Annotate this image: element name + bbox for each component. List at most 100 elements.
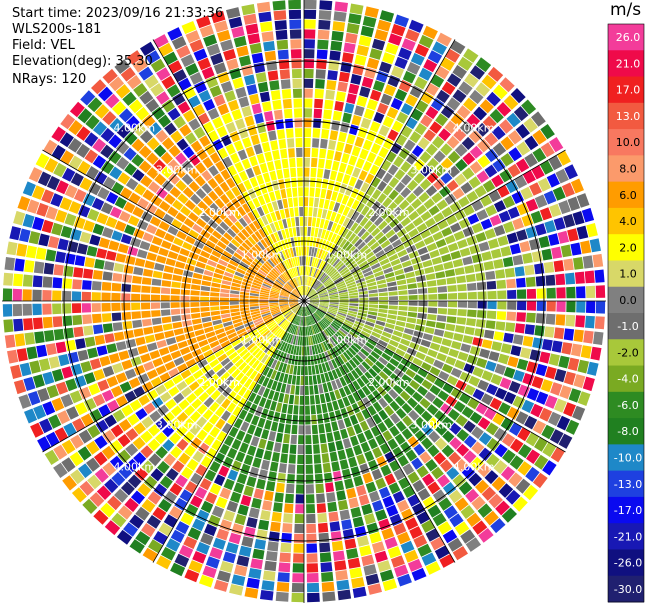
range-gate xyxy=(279,319,287,327)
azimuth-spoke xyxy=(303,300,456,563)
range-gate xyxy=(327,221,334,231)
range-gate xyxy=(138,145,152,159)
range-gate xyxy=(124,497,139,513)
range-gate xyxy=(236,268,246,275)
range-gate xyxy=(160,295,170,301)
range-gate xyxy=(267,471,277,482)
range-gate xyxy=(350,344,360,353)
range-gate xyxy=(437,390,449,402)
range-gate xyxy=(314,473,324,484)
range-gate xyxy=(335,570,348,581)
range-gate xyxy=(542,442,557,458)
range-gate xyxy=(484,329,495,340)
range-gate xyxy=(328,200,336,211)
range-gate xyxy=(377,312,388,318)
range-gate xyxy=(364,234,374,244)
range-gate xyxy=(170,295,180,301)
range-gate xyxy=(259,267,269,275)
range-gate xyxy=(318,10,332,20)
range-gate xyxy=(317,228,323,238)
range-gate xyxy=(144,334,156,344)
range-gate xyxy=(508,130,522,145)
range-gate xyxy=(460,343,471,353)
range-gate xyxy=(377,19,392,32)
range-gate xyxy=(194,486,208,499)
range-gate xyxy=(452,89,467,103)
range-gate xyxy=(37,387,50,402)
range-gate xyxy=(545,313,556,325)
range-gate xyxy=(433,164,446,177)
colorbar-segment xyxy=(608,102,644,130)
range-gate xyxy=(100,127,115,142)
range-gate xyxy=(297,177,303,187)
range-ring-label: 3.00km xyxy=(410,418,452,431)
colorbar-segment xyxy=(608,207,644,235)
range-gate xyxy=(450,250,462,260)
range-gate xyxy=(80,361,92,373)
range-gate xyxy=(179,124,192,137)
range-gate xyxy=(130,356,142,367)
range-gate xyxy=(272,326,281,335)
range-gate xyxy=(162,439,175,452)
range-gate xyxy=(327,501,338,512)
range-gate xyxy=(315,311,324,318)
range-gate xyxy=(576,225,589,240)
range-gate xyxy=(257,241,266,251)
range-gate xyxy=(557,150,571,166)
range-gate xyxy=(200,296,210,301)
range-gate xyxy=(277,278,285,285)
range-gate xyxy=(132,122,147,137)
range-gate xyxy=(550,382,563,396)
range-gate xyxy=(27,391,41,406)
range-gate xyxy=(478,528,494,543)
range-gate xyxy=(524,324,535,335)
range-gate xyxy=(182,186,194,198)
range-gate xyxy=(428,430,441,443)
range-gate xyxy=(260,308,270,313)
range-gate xyxy=(197,200,209,212)
colorbar-tick-label: -30.0 xyxy=(614,583,642,596)
range-gate xyxy=(410,52,425,66)
colorbar-segment xyxy=(608,391,644,419)
range-gate xyxy=(271,359,278,369)
colorbar-segment xyxy=(608,24,644,51)
range-gate xyxy=(369,531,382,544)
range-gate xyxy=(256,122,267,134)
range-gate xyxy=(433,150,446,163)
range-gate xyxy=(309,197,314,207)
range-gate xyxy=(304,0,317,10)
colorbar-segment xyxy=(608,260,644,288)
range-gate xyxy=(560,244,572,258)
range-gate xyxy=(269,461,279,472)
range-gate xyxy=(377,193,387,204)
range-gate xyxy=(354,238,363,248)
range-gate xyxy=(491,174,504,188)
range-gate xyxy=(227,263,237,271)
range-gate xyxy=(568,388,582,403)
range-gate xyxy=(212,214,223,225)
range-gate xyxy=(405,368,416,379)
range-gate xyxy=(271,309,280,314)
range-gate xyxy=(273,502,283,513)
range-gate xyxy=(493,331,504,341)
range-gate xyxy=(512,217,524,230)
range-gate xyxy=(87,424,101,439)
range-gate xyxy=(304,286,306,295)
range-gate xyxy=(289,301,298,303)
range-gate xyxy=(219,487,232,500)
range-gate xyxy=(24,332,35,345)
range-gate xyxy=(191,278,202,285)
range-gate xyxy=(227,99,240,112)
range-gate xyxy=(382,52,396,65)
range-gate xyxy=(335,378,343,389)
range-gate xyxy=(325,282,334,288)
range-gate xyxy=(259,292,270,296)
range-gate xyxy=(339,327,349,335)
colorbar-segment xyxy=(608,181,644,209)
range-gate xyxy=(375,320,386,327)
range-gate xyxy=(305,454,313,465)
range-gate xyxy=(319,305,329,309)
range-gate xyxy=(542,339,553,351)
range-gate xyxy=(260,408,269,419)
range-gate xyxy=(249,370,258,380)
